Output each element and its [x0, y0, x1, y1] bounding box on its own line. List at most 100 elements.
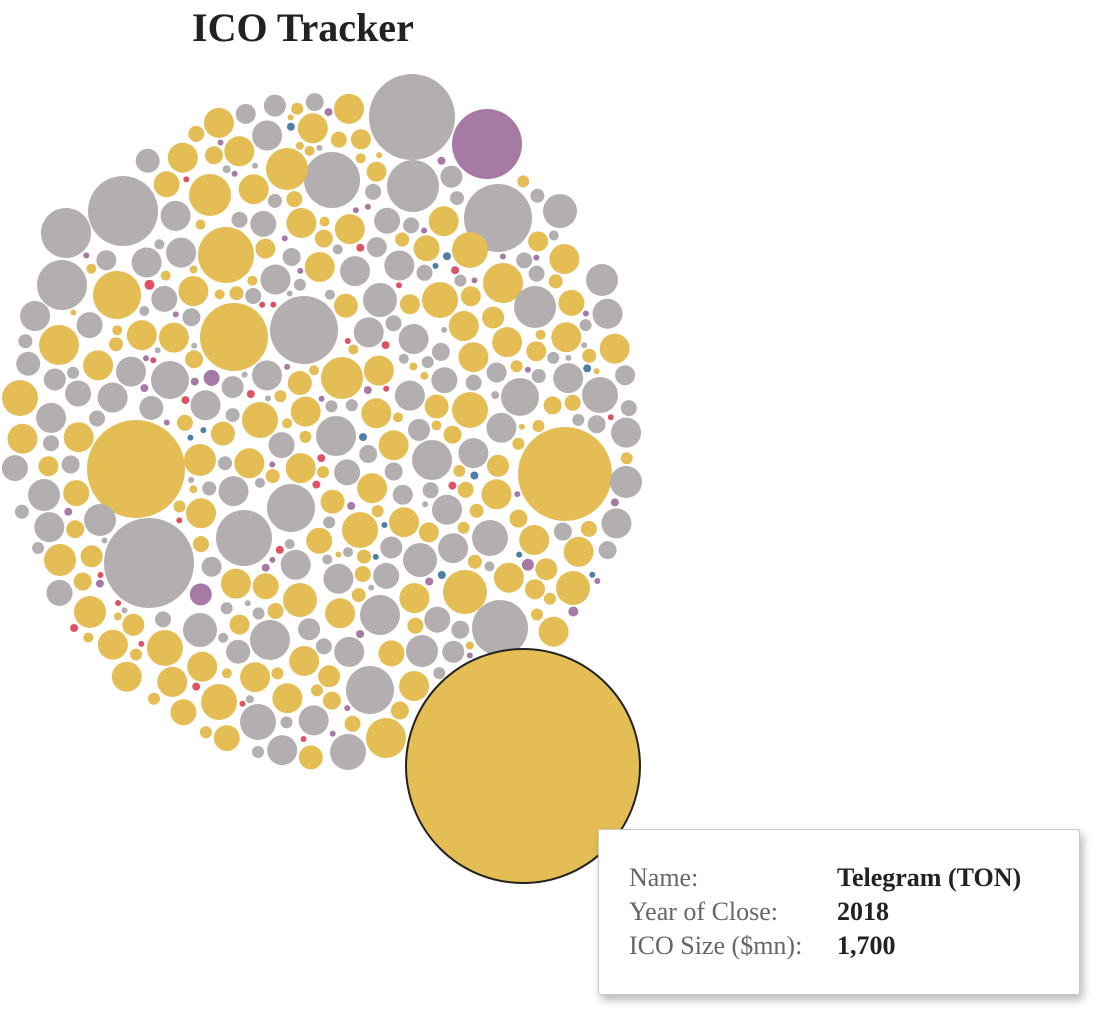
ico-bubble[interactable]: [321, 357, 363, 399]
ico-bubble[interactable]: [167, 142, 198, 173]
ico-bubble[interactable]: [173, 500, 186, 513]
ico-bubble[interactable]: [221, 376, 244, 399]
ico-bubble[interactable]: [38, 456, 59, 477]
ico-bubble[interactable]: [347, 501, 356, 510]
ico-bubble[interactable]: [218, 632, 229, 643]
ico-bubble[interactable]: [481, 479, 512, 510]
ico-bubble[interactable]: [384, 462, 403, 481]
ico-bubble[interactable]: [189, 174, 231, 216]
ico-bubble[interactable]: [97, 382, 128, 413]
ico-bubble[interactable]: [88, 176, 158, 246]
ico-bubble[interactable]: [516, 551, 523, 558]
ico-bubble[interactable]: [394, 380, 425, 411]
ico-bubble[interactable]: [438, 533, 469, 564]
ico-bubble[interactable]: [239, 700, 246, 707]
ico-bubble[interactable]: [153, 171, 180, 198]
ico-bubble[interactable]: [440, 165, 463, 188]
ico-bubble[interactable]: [457, 481, 474, 498]
ico-bubble[interactable]: [43, 368, 66, 391]
ico-bubble[interactable]: [270, 301, 277, 308]
ico-bubble[interactable]: [220, 602, 233, 615]
ico-bubble[interactable]: [126, 320, 157, 351]
ico-bubble[interactable]: [441, 326, 448, 333]
ico-bubble[interactable]: [598, 541, 617, 560]
ico-bubble[interactable]: [516, 252, 533, 269]
ico-bubble[interactable]: [201, 556, 222, 577]
ico-bubble[interactable]: [297, 113, 328, 144]
ico-bubble[interactable]: [333, 293, 358, 318]
ico-bubble[interactable]: [514, 491, 521, 498]
ico-bubble[interactable]: [325, 598, 356, 629]
ico-bubble[interactable]: [199, 726, 212, 739]
ico-bubble[interactable]: [190, 377, 199, 386]
ico-bubble[interactable]: [403, 543, 437, 577]
ico-bubble[interactable]: [398, 324, 429, 354]
ico-bubble[interactable]: [359, 445, 378, 463]
ico-bubble[interactable]: [287, 371, 312, 395]
ico-bubble[interactable]: [416, 264, 433, 281]
ico-bubble[interactable]: [510, 360, 523, 373]
ico-bubble[interactable]: [487, 454, 509, 477]
ico-bubble[interactable]: [422, 482, 439, 499]
ico-bubble[interactable]: [378, 430, 409, 461]
ico-bubble[interactable]: [432, 494, 462, 525]
ico-bubble[interactable]: [334, 93, 364, 124]
ico-bubble[interactable]: [272, 683, 303, 714]
ico-bubble[interactable]: [363, 283, 397, 317]
ico-bubble[interactable]: [176, 414, 193, 431]
ico-bubble[interactable]: [70, 309, 77, 316]
ico-bubble[interactable]: [486, 362, 507, 383]
ico-bubble[interactable]: [399, 583, 430, 614]
ico-bubble[interactable]: [376, 152, 383, 159]
ico-bubble[interactable]: [380, 536, 403, 559]
ico-bubble[interactable]: [607, 414, 614, 421]
ico-bubble[interactable]: [356, 243, 365, 252]
ico-bubble[interactable]: [34, 512, 65, 543]
ico-bubble[interactable]: [139, 306, 150, 316]
ico-bubble[interactable]: [342, 512, 378, 548]
ico-bubble[interactable]: [452, 232, 488, 268]
ico-bubble[interactable]: [280, 716, 293, 729]
ico-bubble[interactable]: [298, 745, 323, 770]
ico-bubble[interactable]: [373, 562, 400, 589]
ico-bubble[interactable]: [189, 583, 212, 606]
ico-bubble[interactable]: [364, 203, 371, 210]
ico-bubble[interactable]: [39, 325, 79, 365]
ico-bubble[interactable]: [323, 563, 354, 594]
ico-bubble[interactable]: [41, 208, 91, 258]
ico-bubble[interactable]: [448, 481, 457, 490]
ico-bubble[interactable]: [509, 509, 528, 528]
ico-bubble[interactable]: [355, 153, 366, 164]
ico-bubble[interactable]: [28, 479, 60, 511]
ico-bubble[interactable]: [203, 369, 220, 386]
ico-bubble[interactable]: [189, 265, 198, 274]
ico-bubble[interactable]: [97, 629, 128, 660]
ico-bubble[interactable]: [470, 471, 479, 480]
ico-bubble[interactable]: [66, 520, 85, 539]
ico-bubble[interactable]: [84, 504, 116, 536]
ico-bubble[interactable]: [443, 252, 451, 261]
ico-bubble[interactable]: [398, 353, 409, 364]
ico-bubble[interactable]: [483, 263, 523, 303]
ico-bubble[interactable]: [518, 423, 525, 430]
ico-bubble[interactable]: [563, 536, 594, 567]
ico-bubble[interactable]: [298, 618, 321, 641]
ico-bubble[interactable]: [225, 408, 240, 423]
ico-bubble[interactable]: [269, 556, 276, 563]
ico-bubble[interactable]: [322, 554, 333, 565]
ico-bubble[interactable]: [181, 396, 190, 405]
ico-bubble[interactable]: [458, 342, 489, 373]
ico-bubble[interactable]: [238, 174, 269, 205]
ico-bubble[interactable]: [371, 505, 384, 518]
ico-bubble[interactable]: [287, 114, 294, 121]
ico-bubble[interactable]: [283, 583, 317, 617]
ico-bubble[interactable]: [150, 357, 157, 364]
ico-bubble[interactable]: [200, 427, 207, 434]
ico-bubble[interactable]: [363, 355, 394, 386]
ico-bubble[interactable]: [95, 579, 104, 588]
ico-bubble[interactable]: [325, 289, 335, 300]
ico-bubble[interactable]: [63, 422, 94, 453]
ico-bubble[interactable]: [452, 392, 488, 428]
ico-bubble[interactable]: [551, 322, 582, 353]
ico-bubble[interactable]: [115, 600, 122, 606]
